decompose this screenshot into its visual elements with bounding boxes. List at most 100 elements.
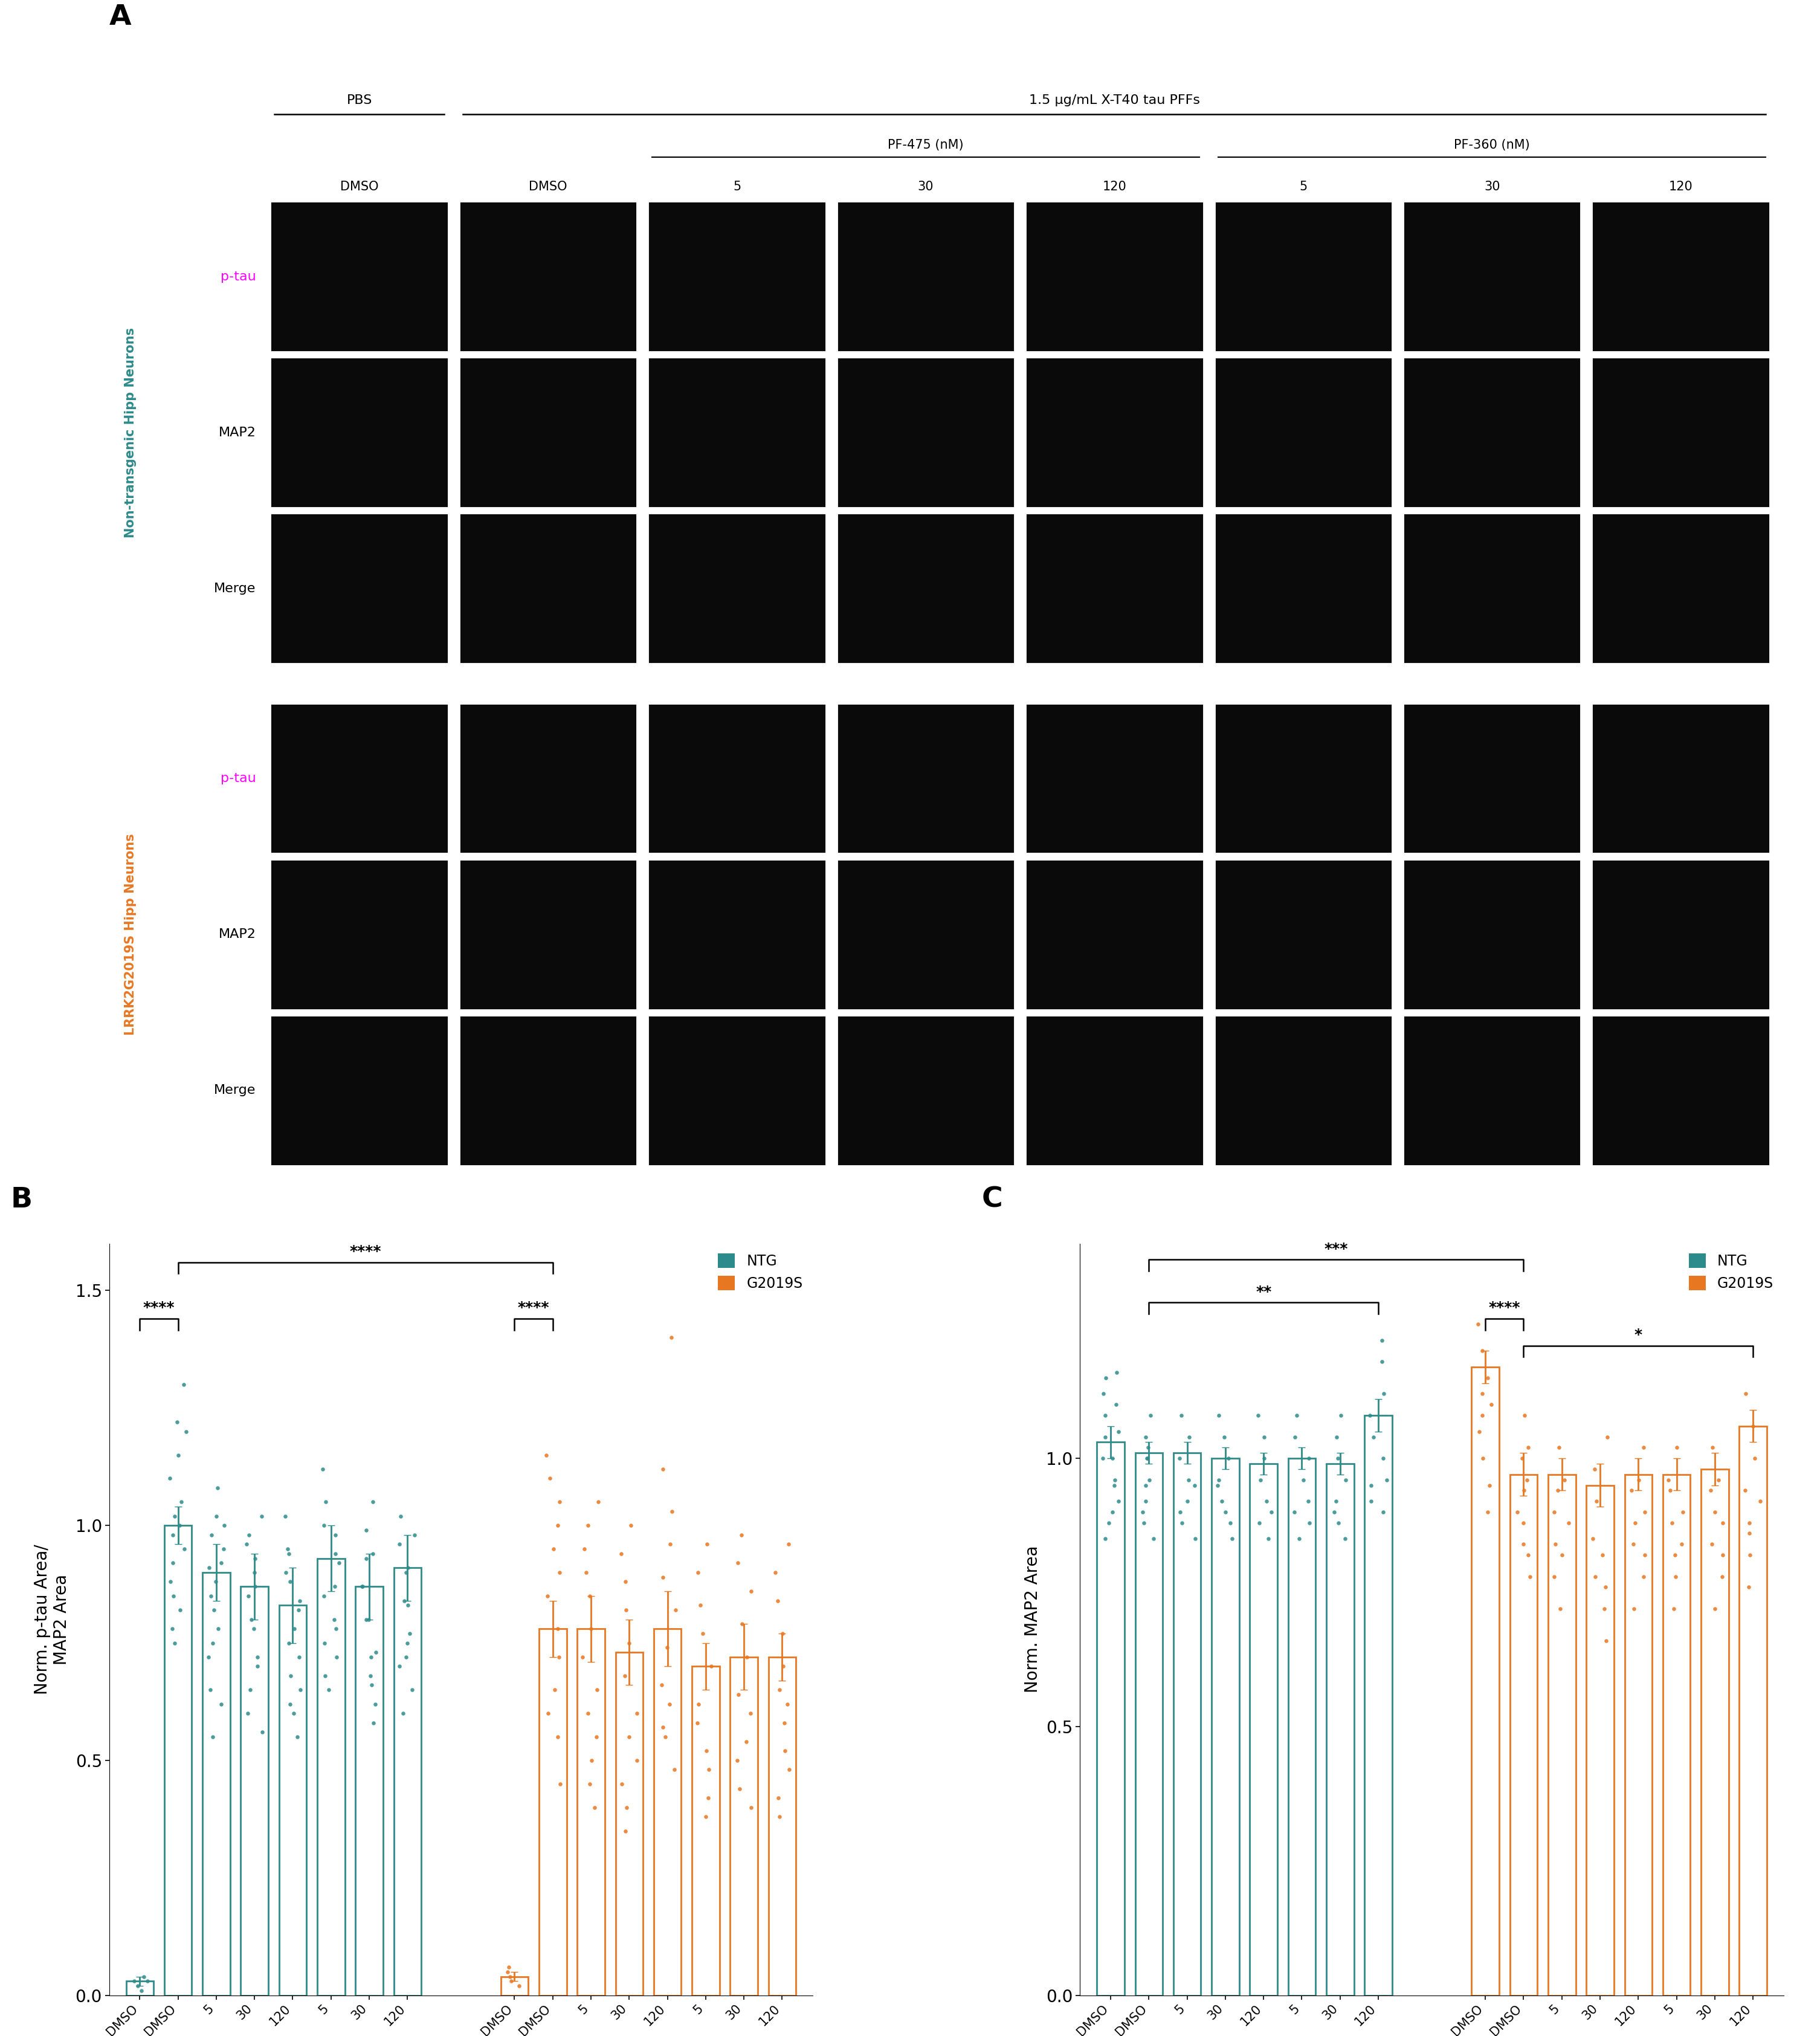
Point: [493, 1955, 522, 1987]
Point: [693, 1753, 723, 1786]
Point: [1740, 1441, 1769, 1474]
Point: [1472, 1362, 1501, 1395]
Point: [1279, 1496, 1309, 1529]
Point: [728, 1608, 757, 1641]
Point: [612, 1566, 641, 1598]
Point: [1543, 1431, 1572, 1464]
Bar: [1740, 1425, 1767, 1995]
Text: 120: 120: [1103, 181, 1127, 193]
Point: [120, 1965, 149, 1997]
Point: [1097, 1496, 1127, 1529]
Point: [606, 1537, 635, 1570]
Point: [1090, 1399, 1119, 1431]
Point: [1216, 1507, 1245, 1539]
Bar: [1365, 1415, 1392, 1995]
Point: [129, 1961, 158, 1993]
Point: [1549, 1464, 1578, 1496]
Bar: [278, 1604, 306, 1995]
Bar: [1097, 1441, 1125, 1995]
Point: [133, 1965, 162, 1997]
Point: [1469, 1441, 1498, 1474]
Point: [1734, 1539, 1764, 1572]
Point: [577, 1745, 606, 1777]
Bar: [1327, 1464, 1354, 1995]
Point: [240, 1556, 269, 1588]
Point: [158, 1519, 187, 1551]
Text: B: B: [11, 1187, 33, 1213]
Point: [737, 1576, 766, 1608]
Point: [1698, 1527, 1727, 1560]
Point: [1247, 1464, 1276, 1496]
Point: [320, 1519, 349, 1551]
Point: [357, 1641, 386, 1674]
Point: [652, 1720, 681, 1753]
Point: [284, 1641, 313, 1674]
Point: [1469, 1399, 1498, 1431]
Point: [1514, 1431, 1543, 1464]
Point: [615, 1627, 644, 1659]
Point: [1289, 1464, 1318, 1496]
Point: [622, 1745, 652, 1777]
Point: [1181, 1523, 1210, 1556]
Point: [575, 1580, 604, 1613]
Text: 30: 30: [917, 181, 934, 193]
Point: [571, 1556, 601, 1588]
Point: [682, 1556, 712, 1588]
Point: [200, 1594, 229, 1627]
Point: [275, 1537, 304, 1570]
Point: [1099, 1468, 1128, 1501]
Point: [1658, 1507, 1687, 1539]
Point: [348, 1570, 377, 1602]
Point: [1514, 1539, 1543, 1572]
Point: [1662, 1431, 1691, 1464]
Text: A: A: [109, 4, 131, 31]
Point: [1369, 1496, 1398, 1529]
Point: [608, 1767, 637, 1800]
Point: [1179, 1468, 1208, 1501]
Point: [169, 1533, 198, 1566]
Point: [648, 1710, 677, 1743]
Point: [1099, 1464, 1128, 1496]
Bar: [1250, 1464, 1278, 1995]
Point: [1656, 1474, 1685, 1507]
Point: [209, 1509, 238, 1541]
Point: [320, 1570, 349, 1602]
Point: [1592, 1421, 1622, 1454]
Point: [1088, 1441, 1117, 1474]
Point: [1660, 1592, 1689, 1625]
Point: [1245, 1507, 1274, 1539]
Point: [351, 1602, 380, 1635]
Point: [692, 1735, 721, 1767]
Point: [309, 1509, 339, 1541]
Point: [206, 1547, 235, 1580]
Point: [244, 1649, 273, 1682]
Point: [1323, 1507, 1352, 1539]
Point: [204, 1472, 233, 1505]
Bar: [730, 1657, 757, 1995]
Point: [357, 1670, 386, 1702]
Point: [768, 1649, 797, 1682]
Point: [158, 1580, 187, 1613]
Point: [1103, 1484, 1132, 1517]
Point: [195, 1551, 224, 1584]
Point: [1165, 1441, 1194, 1474]
Point: [1580, 1454, 1609, 1486]
Point: [653, 1631, 682, 1663]
Text: p-tau: p-tau: [220, 271, 257, 283]
Point: [648, 1454, 677, 1486]
Point: [1105, 1415, 1134, 1448]
Point: [1281, 1399, 1310, 1431]
Bar: [768, 1657, 795, 1995]
Point: [286, 1674, 315, 1706]
Point: [1203, 1468, 1232, 1501]
Text: DMSO: DMSO: [530, 181, 568, 193]
Point: [1130, 1484, 1159, 1517]
Point: [271, 1556, 300, 1588]
Point: [535, 1462, 564, 1494]
Point: [1218, 1523, 1247, 1556]
Point: [1174, 1421, 1203, 1454]
Point: [1136, 1399, 1165, 1431]
Point: [1696, 1474, 1725, 1507]
Point: [544, 1613, 573, 1645]
Bar: [1511, 1474, 1538, 1995]
